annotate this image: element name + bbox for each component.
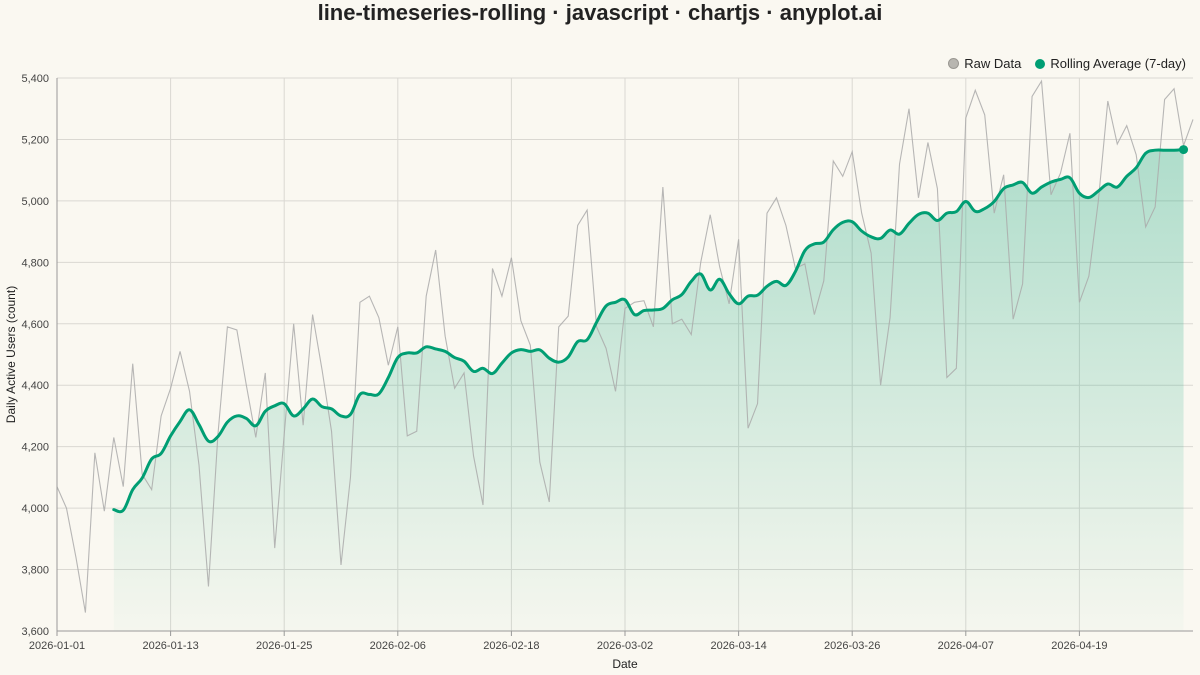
legend-item-rolling[interactable]: Rolling Average (7-day): [1035, 56, 1186, 71]
x-tick-label: 2026-01-13: [142, 640, 198, 652]
x-tick-label: 2026-01-01: [29, 640, 85, 652]
series-layer: [56, 79, 1194, 613]
legend-label-raw: Raw Data: [964, 56, 1022, 71]
y-tick-label: 4,400: [21, 380, 49, 392]
axis-layer: 3,600 3,800 4,000 4,200 4,400 4,600 4,800 5,000…: [21, 73, 1193, 652]
y-axis-title: Daily Active Users (count): [4, 286, 18, 423]
legend-item-raw[interactable]: Raw Data: [948, 56, 1021, 71]
y-tick-label: 5,000: [21, 196, 49, 208]
y-tick-label: 5,400: [21, 73, 49, 85]
x-tick-label: 2026-02-18: [483, 640, 539, 652]
legend: Raw Data Rolling Average (7-day): [948, 56, 1186, 71]
rolling-end-point[interactable]: [1179, 145, 1189, 155]
legend-swatch-raw: [948, 58, 960, 69]
x-axis-title: Date: [612, 657, 638, 671]
x-tick-label: 2026-03-02: [597, 640, 653, 652]
series-area-rolling: [113, 149, 1184, 632]
y-tick-label: 5,200: [21, 134, 49, 146]
x-tick-label: 2026-03-14: [710, 640, 766, 652]
legend-swatch-rolling: [1035, 58, 1046, 69]
y-tick-label: 3,800: [21, 565, 49, 577]
x-tick-label: 2026-02-06: [370, 640, 426, 652]
y-tick-label: 4,600: [21, 319, 49, 331]
y-tick-label: 4,200: [21, 442, 49, 454]
x-tick-label: 2026-01-25: [256, 640, 312, 652]
legend-label-rolling: Rolling Average (7-day): [1050, 56, 1186, 71]
series-line-raw: [56, 79, 1194, 613]
y-tick-label: 4,000: [21, 503, 49, 515]
y-tick-label: 3,600: [21, 626, 49, 638]
fill-layer: [113, 149, 1184, 632]
x-tick-label: 2026-04-07: [938, 640, 994, 652]
x-tick-label: 2026-04-19: [1051, 640, 1107, 652]
y-tick-label: 4,800: [21, 257, 49, 269]
chart-title: line-timeseries-rolling · javascript · c…: [317, 0, 883, 25]
x-tick-label: 2026-03-26: [824, 640, 880, 652]
series-line-rolling: [112, 148, 1186, 514]
